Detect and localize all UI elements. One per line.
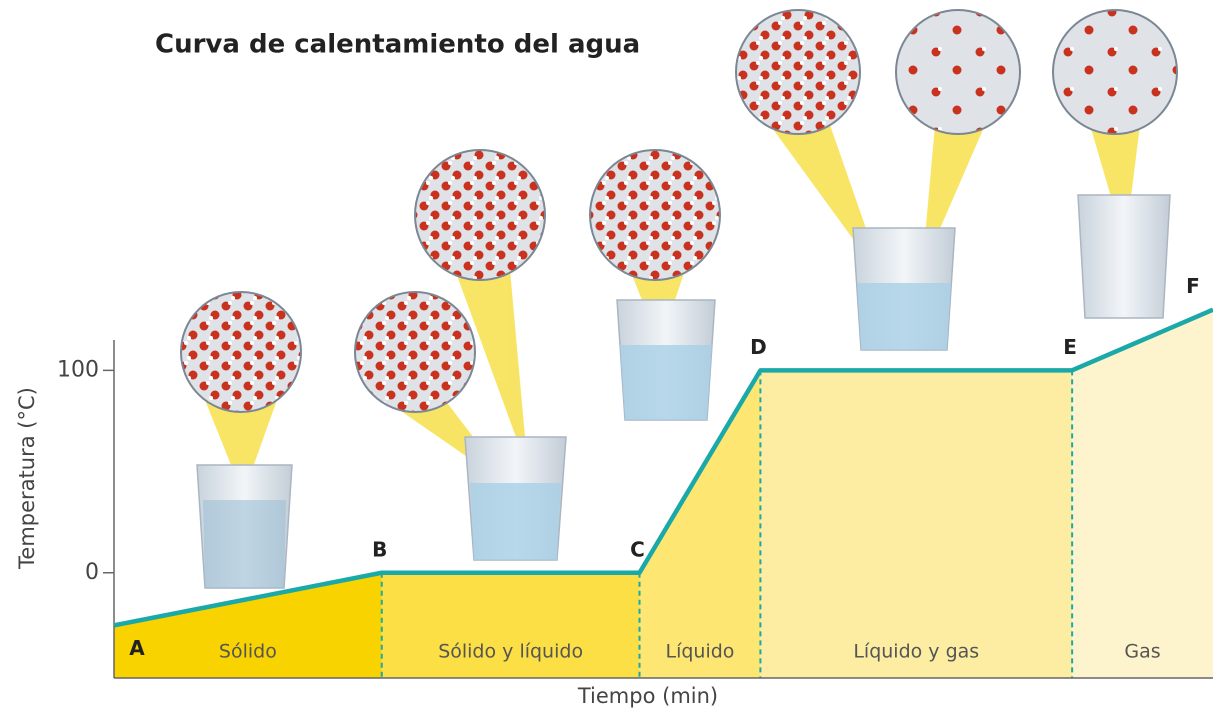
phase-area (639, 370, 761, 678)
molecule-views (180, 9, 1178, 413)
heating-curve (113, 307, 1213, 628)
point-label: C (630, 537, 645, 561)
point-label: D (750, 335, 767, 359)
y-axis-title: Temperatura (°C) (15, 387, 39, 570)
phase-label: Sólido (219, 641, 277, 663)
point-label: E (1063, 335, 1077, 359)
phase-label: Sólido y líquido (438, 641, 583, 663)
point-label: B (372, 537, 387, 561)
plot-lines: Sólido Sólido y líquido Líquido Líquido y g… (57, 274, 1213, 679)
y-tick-label: 0 (85, 560, 99, 585)
y-tick-label: 100 (57, 357, 99, 382)
x-axis-title: Tiempo (min) (577, 684, 718, 708)
illustrations (180, 9, 1178, 589)
phase-area (381, 572, 640, 678)
phase-area (114, 572, 382, 678)
phase-area (760, 370, 1073, 678)
plot-areas (114, 309, 1213, 678)
glasses (196, 194, 1171, 589)
phase-area (1072, 309, 1213, 678)
chart-title: Curva de calentamiento del agua (155, 30, 640, 60)
phase-label: Gas (1124, 641, 1160, 663)
point-label: A (129, 636, 145, 660)
point-label: F (1186, 274, 1200, 298)
phase-label: Líquido (665, 641, 734, 663)
phase-label: Líquido y gas (853, 641, 979, 663)
